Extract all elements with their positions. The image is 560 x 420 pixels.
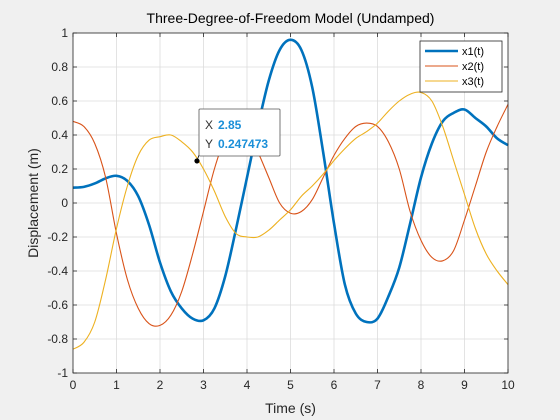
y-tick-label: 0.2: [51, 162, 68, 176]
datatip-marker[interactable]: [194, 158, 200, 164]
x-tick-label: 9: [461, 378, 468, 392]
x-tick-label: 0: [70, 378, 77, 392]
y-tick-label: 1: [61, 26, 68, 40]
x-tick-label: 1: [113, 378, 120, 392]
legend-label: x3(t): [462, 76, 484, 88]
datatip-y-key: Y: [205, 137, 213, 151]
y-tick-label: 0: [61, 196, 68, 210]
axis-ticks: [72, 32, 509, 374]
x-tick-label: 2: [157, 378, 164, 392]
y-tick-label: 0.4: [51, 128, 68, 142]
series-line-x3t[interactable]: [72, 91, 509, 350]
series-lines: [72, 38, 509, 350]
y-axis-label: Displacement (m): [25, 148, 41, 258]
y-tick-label: 0.8: [51, 60, 68, 74]
datatip-x-key: X: [205, 118, 213, 132]
series-line-x1t[interactable]: [72, 38, 509, 324]
x-tick-label: 10: [501, 378, 515, 392]
x-tick-label: 3: [200, 378, 207, 392]
x-axis-label: Time (s): [265, 400, 316, 416]
series-line-x2t[interactable]: [72, 104, 509, 327]
datatip-x-value: 2.85: [218, 118, 242, 132]
datatip-y-value: 0.247473: [218, 137, 268, 151]
y-tick-label: -0.8: [47, 332, 68, 346]
x-tick-label: 6: [331, 378, 338, 392]
x-tick-label: 7: [374, 378, 381, 392]
y-tick-label: -0.6: [47, 298, 68, 312]
y-tick-label: -0.4: [47, 264, 68, 278]
x-tick-label: 4: [244, 378, 251, 392]
datatip-box[interactable]: [198, 108, 281, 157]
x-tick-label: 5: [287, 378, 294, 392]
x-tick-label: 8: [418, 378, 425, 392]
legend[interactable]: x1(t) x2(t) x3(t): [419, 40, 503, 93]
y-tick-label: -1: [57, 366, 68, 380]
datatip[interactable]: X 2.85 Y 0.247473: [194, 108, 281, 164]
legend-label: x2(t): [462, 61, 484, 73]
y-tick-label: 0.6: [51, 94, 68, 108]
y-tick-label: -0.2: [47, 230, 68, 244]
chart-title: Three-Degree-of-Freedom Model (Undamped): [147, 10, 435, 26]
legend-label: x1(t): [462, 46, 484, 58]
tick-labels: 0 1 2 3 4 5 6 7 8 9 10 -1 -0.8 -0.6 -0.4 -0.2 0 0.2 0.4 0.6…: [47, 26, 515, 392]
